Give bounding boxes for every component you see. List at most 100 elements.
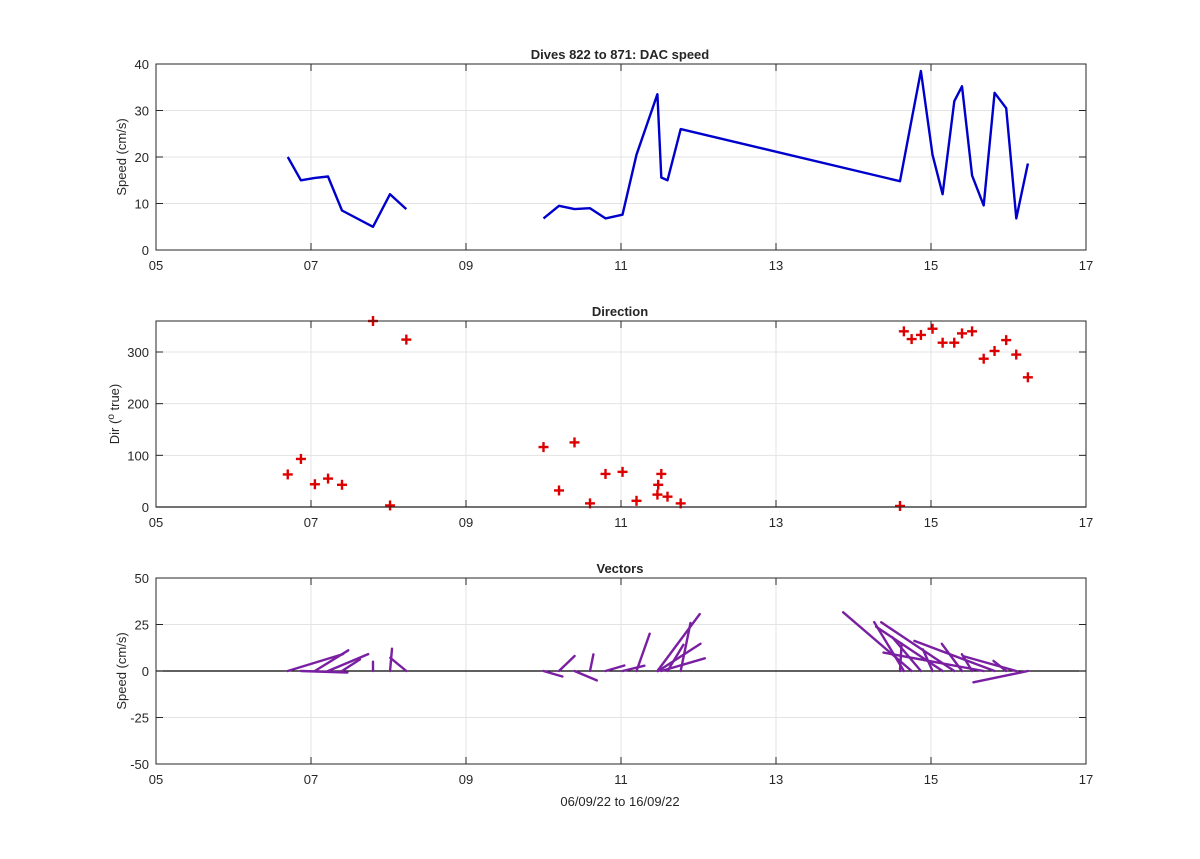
vector-stick: [913, 639, 996, 673]
direction-point: [978, 353, 989, 364]
direction-panel: Direction Dir (o true) 05 07 09 11 13 15 17 0 10…: [106, 304, 1093, 530]
speed-panel: Dives 822 to 871: DAC speed Speed (cm/s)…: [114, 47, 1093, 273]
vectors-ytick-label: -50: [130, 757, 149, 772]
speed-panel-title: Dives 822 to 871: DAC speed: [531, 47, 710, 62]
vectors-xtick-label: 15: [924, 772, 938, 787]
direction-xtick-label: 15: [924, 515, 938, 530]
ylabel-prefix: Dir (: [107, 419, 122, 444]
speed-panel-grid: [156, 64, 1086, 250]
ylabel-suffix: true): [107, 384, 122, 414]
direction-point: [554, 485, 564, 496]
direction-panel-grid: [156, 321, 1086, 507]
direction-xtick-label: 05: [149, 515, 163, 530]
speed-series-line: [286, 156, 408, 229]
speed-xtick-label: 17: [1079, 258, 1093, 273]
direction-panel-ylabel: Dir (o true): [106, 384, 122, 444]
speed-xtick-label: 11: [614, 258, 628, 273]
direction-point: [662, 491, 673, 502]
direction-point: [652, 489, 663, 500]
direction-point: [927, 323, 938, 334]
speed-xtick-label: 07: [304, 258, 318, 273]
vectors-panel-ticks: 05 07 09 11 13 15 17 -50 -25 0 25 50: [130, 571, 1093, 787]
vector-stick: [313, 649, 350, 673]
vector-stick: [621, 664, 646, 673]
vector-stick: [557, 654, 576, 673]
direction-xtick-label: 13: [769, 515, 783, 530]
speed-panel-ticks: 05 07 09 11 13 15 17 0 10 20 30 40: [135, 57, 1094, 273]
vector-stick: [326, 652, 370, 673]
direction-point: [653, 479, 664, 490]
direction-point: [1022, 372, 1033, 383]
direction-point: [915, 329, 926, 340]
vector-stick: [679, 621, 692, 673]
direction-ytick-label: 100: [127, 448, 149, 463]
vector-stick: [286, 652, 345, 673]
speed-series-line: [542, 69, 1030, 220]
vectors-xtick-label: 09: [459, 772, 473, 787]
direction-point: [1001, 335, 1012, 346]
direction-ytick-label: 200: [127, 397, 149, 412]
vectors-xtick-label: 17: [1079, 772, 1093, 787]
direction-point: [569, 437, 580, 448]
direction-point: [295, 453, 306, 464]
speed-ytick-label: 0: [142, 243, 149, 258]
direction-point: [337, 479, 347, 490]
direction-point: [617, 466, 628, 477]
vector-stick: [588, 653, 595, 673]
direction-point: [898, 326, 909, 337]
vector-stick: [389, 656, 408, 673]
vector-stick: [573, 669, 598, 682]
speed-ytick-label: 10: [135, 197, 149, 212]
vector-stick: [604, 664, 626, 673]
direction-point: [1011, 349, 1022, 360]
direction-point: [631, 495, 642, 506]
vector-stick: [299, 669, 349, 674]
speed-panel-ylabel: Speed (cm/s): [114, 118, 129, 195]
direction-xtick-label: 09: [459, 515, 473, 530]
vectors-panel-ylabel: Speed (cm/s): [114, 632, 129, 709]
direction-point: [937, 337, 948, 348]
vectors-xtick-label: 11: [614, 772, 628, 787]
direction-point: [323, 473, 334, 484]
vector-stick: [882, 651, 985, 673]
direction-point: [957, 328, 967, 339]
direction-point: [538, 442, 549, 453]
vector-stick: [842, 611, 913, 673]
direction-point: [989, 345, 1000, 356]
direction-point: [401, 334, 412, 345]
vector-stick: [972, 669, 1030, 684]
speed-ytick-label: 20: [135, 150, 149, 165]
vector-stick: [635, 632, 651, 673]
vectors-xtick-label: 07: [304, 772, 318, 787]
direction-point: [949, 337, 960, 348]
direction-ytick-label: 0: [142, 500, 149, 515]
speed-xtick-label: 15: [924, 258, 938, 273]
speed-xtick-label: 05: [149, 258, 163, 273]
vectors-ytick-label: 50: [135, 571, 149, 586]
speed-ytick-label: 40: [135, 57, 149, 72]
direction-xtick-label: 07: [304, 515, 318, 530]
direction-point: [656, 468, 667, 479]
vector-stick: [656, 612, 701, 673]
speed-xtick-label: 09: [459, 258, 473, 273]
vectors-ytick-label: -25: [130, 711, 149, 726]
vectors-panel-marks: [156, 611, 1086, 684]
vector-stick: [340, 658, 362, 673]
direction-point: [385, 500, 396, 511]
vector-stick: [890, 635, 923, 673]
ylabel-degree-superscript: o: [106, 414, 117, 420]
x-axis-label: 06/09/22 to 16/09/22: [560, 794, 679, 809]
vector-stick: [666, 643, 685, 673]
direction-point: [895, 500, 905, 511]
speed-xtick-label: 13: [769, 258, 783, 273]
direction-panel-ticks: 05 07 09 11 13 15 17 0 100 200 300: [127, 321, 1093, 530]
direction-point: [309, 479, 320, 490]
vectors-panel: Vectors Speed (cm/s) 05 07 09 11 13 15 17 -50 -2…: [114, 561, 1093, 809]
vectors-xtick-label: 05: [149, 772, 163, 787]
direction-xtick-label: 17: [1079, 515, 1093, 530]
direction-panel-title: Direction: [592, 304, 648, 319]
vector-stick: [873, 620, 906, 673]
vector-stick: [962, 655, 1018, 673]
